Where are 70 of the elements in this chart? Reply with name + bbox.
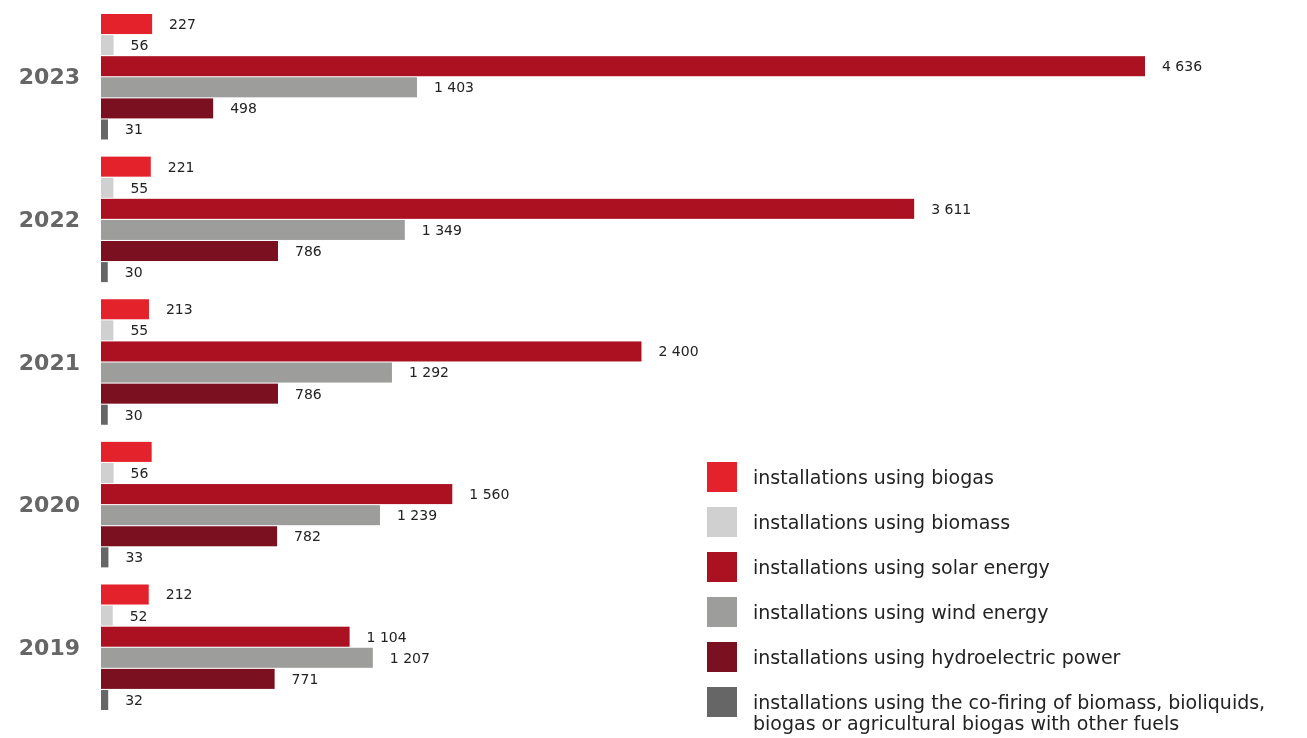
data-label: 786 [295, 385, 322, 402]
y-tick-label: 2022 [18, 207, 80, 233]
bar [101, 198, 915, 219]
data-label: 771 [291, 670, 319, 687]
data-label: 31 [124, 121, 143, 138]
bar [101, 320, 114, 341]
bar [101, 383, 278, 404]
bar [101, 505, 381, 526]
bar [101, 584, 149, 605]
bar [101, 77, 417, 98]
data-label: 3 611 [931, 200, 972, 217]
y-tick-label: 2020 [18, 492, 80, 518]
data-label: 213 [165, 301, 193, 318]
legend-label: installations using wind energy [753, 601, 1049, 623]
data-label: 56 [130, 37, 149, 54]
data-label: 52 [129, 607, 148, 624]
data-label: 1 403 [433, 79, 475, 96]
bar [101, 668, 275, 689]
data-label: 33 [125, 549, 144, 566]
bar [101, 341, 642, 362]
bar [101, 441, 152, 462]
data-label: 786 [295, 242, 322, 259]
bar [101, 156, 151, 177]
bar [101, 689, 109, 710]
data-label: 1 349 [421, 221, 462, 238]
bar [101, 219, 405, 240]
data-label: 1 104 [366, 628, 407, 645]
bar [101, 605, 113, 626]
data-label: 1 560 [469, 485, 510, 502]
bar [101, 119, 108, 140]
bar [101, 647, 373, 668]
data-label: 30 [124, 264, 143, 281]
legend-label: installations using solar energy [753, 556, 1050, 578]
bar [101, 526, 278, 547]
bar [101, 626, 350, 647]
data-label: 2 400 [658, 343, 699, 360]
data-label: 1 292 [408, 364, 450, 381]
data-label: 55 [130, 322, 149, 339]
bar [101, 14, 153, 35]
bar [101, 262, 108, 283]
data-label: 56 [130, 464, 149, 481]
legend-label: installations using biogas [753, 466, 994, 488]
data-label: 1 239 [397, 507, 438, 524]
y-tick-label: 2019 [18, 634, 80, 660]
data-label: 227 [169, 15, 196, 32]
bar [101, 462, 114, 483]
bar [101, 241, 278, 262]
legend-label: installations using hydroelectric power [753, 646, 1121, 668]
bar [101, 484, 453, 505]
data-label: 212 [165, 586, 193, 603]
bar [101, 56, 1145, 77]
y-tick-label: 2023 [18, 64, 80, 90]
bar [101, 177, 114, 198]
bar [101, 404, 108, 425]
bar [101, 98, 214, 119]
bar [101, 362, 392, 383]
data-label: 782 [294, 528, 321, 545]
y-tick-label: 2021 [18, 349, 80, 375]
data-label: 4 636 [1162, 58, 1203, 75]
bar [101, 299, 149, 320]
data-label: 221 [167, 158, 195, 175]
data-label: 32 [125, 691, 144, 708]
data-label: 1 207 [389, 649, 430, 666]
bar [101, 547, 109, 568]
legend-label: installations using biomass [753, 511, 1011, 533]
bar [101, 35, 114, 56]
data-label: 55 [130, 179, 149, 196]
legend-label: installations using the co-firing of biomass, bioliquids, biogas or agricultural biogas with other fuels [753, 691, 1266, 734]
data-label: 30 [124, 406, 143, 423]
data-label: 498 [230, 100, 257, 117]
